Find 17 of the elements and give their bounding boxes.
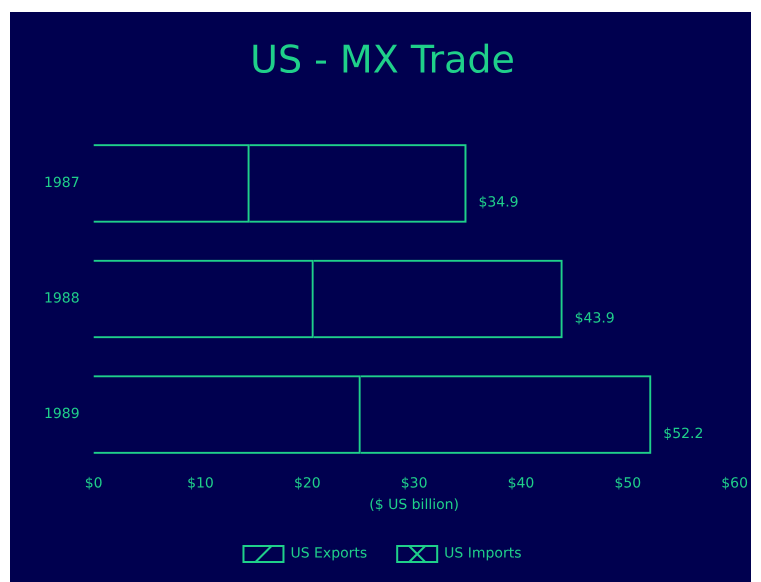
x-tick-label: $30 xyxy=(400,475,428,492)
x-tick-label: $0 xyxy=(84,475,103,492)
legend-label: US Imports xyxy=(444,546,522,562)
total-label: $43.9 xyxy=(574,310,615,326)
y-tick-label: 1987 xyxy=(44,175,80,192)
x-axis-title: ($ US billion) xyxy=(369,497,460,514)
total-label: $52.2 xyxy=(663,426,704,442)
chart-title: US - MX Trade xyxy=(250,38,515,82)
y-tick-label: 1988 xyxy=(44,290,80,307)
total-label: $34.9 xyxy=(478,194,519,211)
y-tick-label: 1989 xyxy=(44,406,80,422)
legend-label: US Exports xyxy=(290,546,368,562)
x-tick-label: $50 xyxy=(614,475,642,492)
x-tick-label: $20 xyxy=(294,475,321,492)
x-tick-label: $10 xyxy=(187,475,214,492)
x-tick-label: $40 xyxy=(508,475,534,492)
x-tick-label: $60 xyxy=(721,475,748,492)
